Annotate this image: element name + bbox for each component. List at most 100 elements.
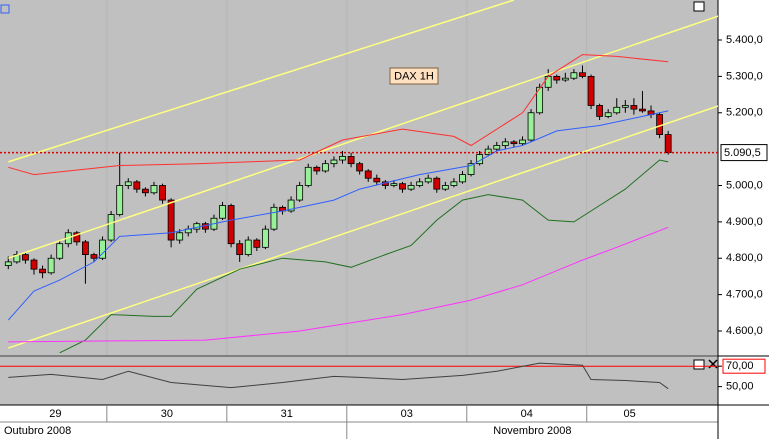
candle-body xyxy=(82,241,89,256)
month-label: Outubro 2008 xyxy=(4,425,71,437)
candle-body xyxy=(347,156,355,165)
indicator-line xyxy=(8,54,669,176)
candle-body xyxy=(296,185,304,201)
y-tick-label: 4.900,0 xyxy=(726,216,763,228)
maximize-button[interactable] xyxy=(693,1,705,12)
y-tick-label: 4.700,0 xyxy=(726,289,763,301)
y-tick-label: 5.300,0 xyxy=(726,70,763,82)
candle-body xyxy=(150,185,158,194)
candle-body xyxy=(501,141,509,146)
candle-body xyxy=(579,72,586,77)
candle-body xyxy=(544,75,552,88)
last-price-label: 5.090,5 xyxy=(724,147,761,159)
maximize-button[interactable] xyxy=(693,359,705,370)
panel-icon[interactable] xyxy=(0,4,10,14)
candle-body xyxy=(261,228,269,248)
candle-body xyxy=(553,75,561,81)
y2-tick-label: 50,00 xyxy=(726,381,754,393)
candle-body xyxy=(287,199,295,212)
candle-body xyxy=(219,205,226,219)
candle-body xyxy=(639,108,646,112)
y-tick-label: 4.800,0 xyxy=(726,252,763,264)
candle-body xyxy=(587,75,595,106)
candle-body xyxy=(116,185,124,216)
candle-body xyxy=(253,239,261,248)
candle-body xyxy=(244,239,252,256)
candle-body xyxy=(356,163,364,172)
candle-body xyxy=(313,166,321,172)
candle-body xyxy=(519,139,526,145)
candle-body xyxy=(459,174,466,183)
candle-body xyxy=(527,112,535,141)
candle-body xyxy=(561,77,569,81)
indicator-line xyxy=(59,159,669,354)
candle-body xyxy=(22,254,29,261)
candle-body xyxy=(90,254,98,259)
candle-body xyxy=(142,188,149,194)
candle-body xyxy=(570,72,578,79)
candle-body xyxy=(390,183,398,186)
candle-body xyxy=(399,183,406,190)
candle-body xyxy=(167,199,175,241)
candle-body xyxy=(321,163,329,172)
y-tick-label: 5.200,0 xyxy=(726,107,763,119)
indicator-line xyxy=(8,226,669,343)
candle-body xyxy=(236,243,244,256)
indicator-line xyxy=(7,110,669,321)
candle-body xyxy=(339,156,346,161)
y2-tick-label: 70,00 xyxy=(726,360,754,372)
candle-body xyxy=(227,205,235,245)
candle-body xyxy=(630,105,638,110)
candle-body xyxy=(441,185,449,190)
candle-body xyxy=(664,134,672,153)
y-tick-label: 4.600,0 xyxy=(726,325,763,337)
candle-body xyxy=(613,106,621,114)
x-tick-label: 04 xyxy=(521,408,533,420)
candle-body xyxy=(73,232,81,243)
x-tick-label: 29 xyxy=(49,408,61,420)
candle-body xyxy=(416,181,424,186)
channel-line xyxy=(8,0,515,163)
candle-body xyxy=(596,105,604,117)
x-tick-label: 30 xyxy=(161,408,173,420)
x-tick-label: 03 xyxy=(401,408,413,420)
candle-body xyxy=(510,141,518,145)
candle-body xyxy=(4,261,12,266)
month-label: Novembro 2008 xyxy=(493,425,571,437)
candle-body xyxy=(330,159,338,165)
candle-body xyxy=(30,259,38,270)
y-tick-label: 5.000,0 xyxy=(726,179,763,191)
candle-body xyxy=(270,206,278,230)
candle-body xyxy=(364,170,372,179)
plot-area xyxy=(4,0,718,355)
last-price-box xyxy=(720,144,768,162)
candle-body xyxy=(39,268,46,274)
x-tick-label: 05 xyxy=(623,408,635,420)
candle-body xyxy=(604,112,612,117)
annotation-box xyxy=(389,67,439,85)
candle-body xyxy=(47,257,55,274)
candle-body xyxy=(407,185,415,190)
candle-body xyxy=(373,177,381,183)
candle-body xyxy=(621,105,629,108)
candle-body xyxy=(467,163,475,175)
candle-body xyxy=(176,232,184,241)
candle-body xyxy=(536,86,544,114)
channel-line xyxy=(8,105,718,349)
candle-body xyxy=(124,181,132,186)
candle-body xyxy=(107,214,115,241)
y-tick-label: 5.400,0 xyxy=(726,34,763,46)
indicator-series xyxy=(8,362,669,390)
candle-body xyxy=(304,166,312,186)
candle-body xyxy=(56,243,64,259)
level-box xyxy=(722,358,766,374)
candle-body xyxy=(424,177,432,183)
annotation: DAX 1H xyxy=(394,70,434,82)
indicator-panel xyxy=(0,357,718,405)
candle-body xyxy=(133,181,141,190)
candle-body xyxy=(493,145,501,150)
candle-body xyxy=(99,239,106,259)
candle-body xyxy=(159,185,166,201)
candle-body xyxy=(433,177,441,190)
